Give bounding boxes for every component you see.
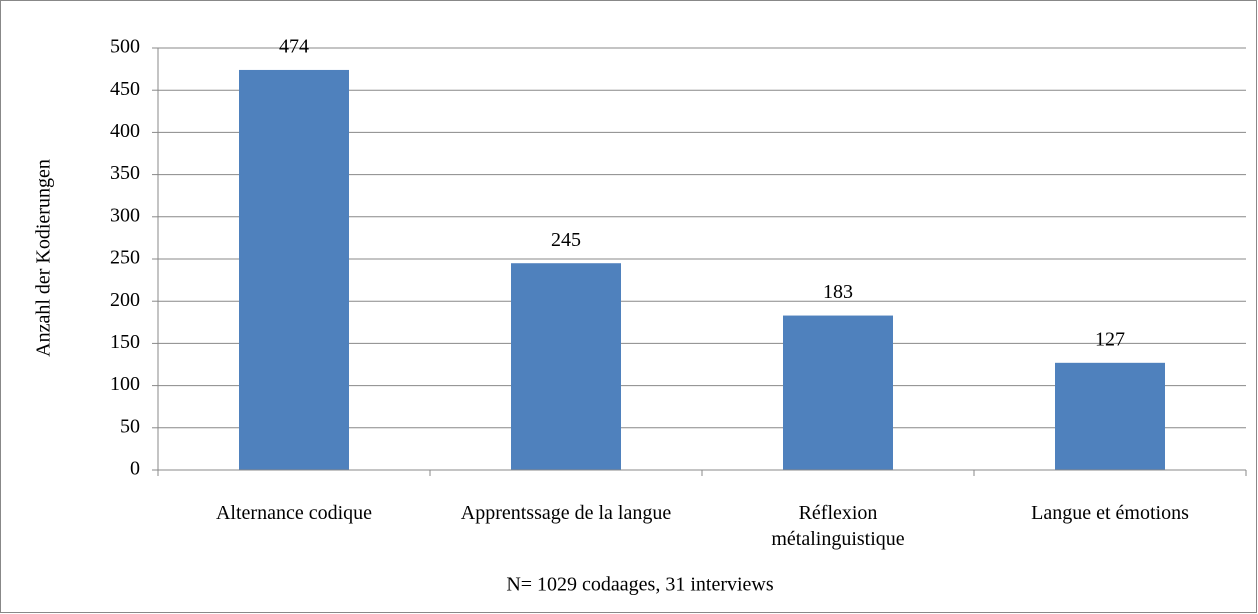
y-tick-label: 350 <box>110 162 140 184</box>
y-tick-label: 450 <box>110 78 140 100</box>
data-label: 127 <box>1095 328 1125 350</box>
data-label: 245 <box>551 229 581 251</box>
data-label: 183 <box>823 281 853 303</box>
y-tick-label: 250 <box>110 247 140 269</box>
y-tick-label: 100 <box>110 373 140 395</box>
bar <box>511 263 621 470</box>
y-tick-label: 0 <box>130 458 140 480</box>
x-tick-label: Alternance codique <box>215 502 373 524</box>
y-tick-label: 300 <box>110 204 140 226</box>
x-tick-label: Réflexion métalinguistique <box>771 502 905 550</box>
x-axis-label: N= 1029 codaages, 31 interviews <box>506 574 774 596</box>
y-tick-label: 200 <box>110 289 140 311</box>
bar <box>783 315 893 470</box>
y-tick-label: 150 <box>110 331 140 353</box>
y-tick-label: 400 <box>110 120 140 142</box>
x-tick-label: Langue et émotions <box>1031 502 1189 524</box>
bar <box>239 69 349 470</box>
y-tick-label: 50 <box>120 415 140 437</box>
y-tick-label: 500 <box>110 36 140 58</box>
bar <box>1055 362 1165 470</box>
data-label: 474 <box>279 36 309 58</box>
y-axis-label: Anzahl der Kodierungen <box>33 159 55 357</box>
x-tick-label: Apprentssage de la langue <box>460 502 672 524</box>
